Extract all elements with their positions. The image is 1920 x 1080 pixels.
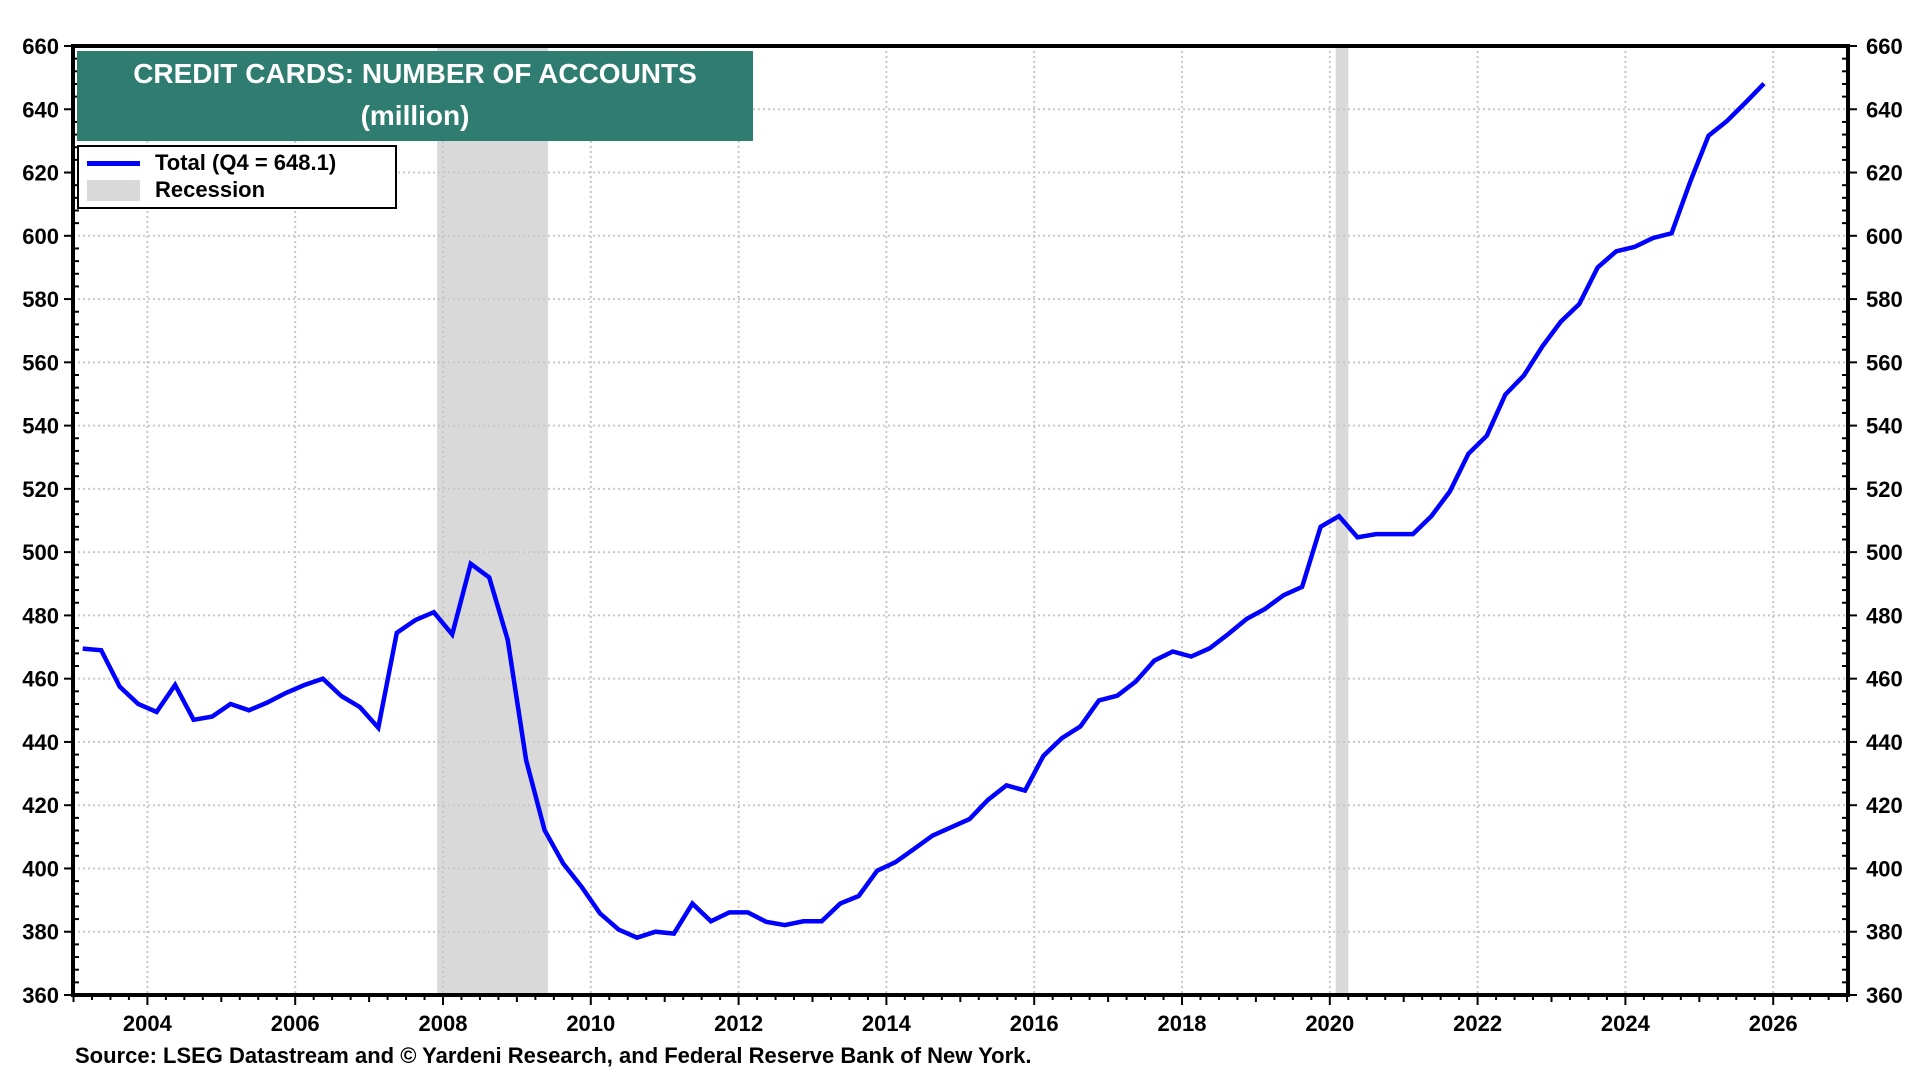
series-total-line bbox=[82, 82, 1766, 941]
y-tick-label-left: 380 bbox=[22, 920, 59, 945]
y-tick-label-right: 480 bbox=[1866, 603, 1903, 628]
y-tick-label-right: 500 bbox=[1866, 540, 1903, 565]
chart-title: CREDIT CARDS: NUMBER OF ACCOUNTS bbox=[133, 58, 697, 89]
y-tick-label-left: 520 bbox=[22, 477, 59, 502]
y-tick-label-left: 400 bbox=[22, 856, 59, 881]
x-axis-labels: 2004 2006 2008 2010 2012 2014 2016 2018 2020 2022… bbox=[123, 1011, 1798, 1036]
y-tick-label-right: 640 bbox=[1866, 97, 1903, 122]
chart-title-banner: CREDIT CARDS: NUMBER OF ACCOUNTS (millio… bbox=[77, 51, 753, 141]
y-tick-label-right: 600 bbox=[1866, 224, 1903, 249]
source-footnote: Source: LSEG Datastream and © Yardeni Re… bbox=[75, 1043, 1032, 1068]
y-tick-label-left: 640 bbox=[22, 97, 59, 122]
gridlines bbox=[73, 46, 1848, 995]
y-tick-label-right: 460 bbox=[1866, 667, 1903, 692]
y-tick-label-left: 540 bbox=[22, 414, 59, 439]
legend-recession-swatch-icon bbox=[87, 179, 140, 201]
y-tick-label-left: 500 bbox=[22, 540, 59, 565]
series-line bbox=[82, 82, 1766, 941]
y-axis-right-labels: 360 380 400 420 440 460 480 500 520 540 560 580 600 6… bbox=[1866, 34, 1903, 1008]
legend-label-total: Total (Q4 = 648.1) bbox=[155, 150, 337, 175]
y-axis-left-labels: 360 380 400 420 440 460 480 500 520 540 560 580 600 6… bbox=[22, 34, 59, 1008]
recession-bands bbox=[437, 46, 1349, 995]
x-tick-label: 2024 bbox=[1601, 1011, 1651, 1036]
x-tick-label: 2008 bbox=[419, 1011, 468, 1036]
x-tick-label: 2026 bbox=[1749, 1011, 1798, 1036]
y-tick-label-left: 480 bbox=[22, 603, 59, 628]
y-tick-label-left: 460 bbox=[22, 667, 59, 692]
legend-label-recession: Recession bbox=[155, 177, 266, 202]
y-tick-label-right: 520 bbox=[1866, 477, 1903, 502]
y-tick-label-right: 360 bbox=[1866, 983, 1903, 1008]
y-tick-label-left: 580 bbox=[22, 287, 59, 312]
y-tick-label-right: 580 bbox=[1866, 287, 1903, 312]
x-tick-label: 2010 bbox=[566, 1011, 615, 1036]
y-tick-label-right: 660 bbox=[1866, 34, 1903, 59]
y-tick-label-right: 540 bbox=[1866, 414, 1903, 439]
x-tick-label: 2020 bbox=[1305, 1011, 1354, 1036]
legend-line-swatch-icon bbox=[87, 160, 140, 166]
y-tick-label-right: 380 bbox=[1866, 920, 1903, 945]
x-tick-label: 2022 bbox=[1453, 1011, 1502, 1036]
y-tick-label-right: 420 bbox=[1866, 793, 1903, 818]
y-tick-label-right: 400 bbox=[1866, 856, 1903, 881]
x-tick-label: 2006 bbox=[271, 1011, 320, 1036]
y-tick-label-left: 360 bbox=[22, 983, 59, 1008]
y-tick-label-right: 620 bbox=[1866, 161, 1903, 186]
legend-item-recession: Recession bbox=[87, 177, 265, 203]
x-tick-label: 2014 bbox=[862, 1011, 912, 1036]
y-tick-label-left: 560 bbox=[22, 350, 59, 375]
y-tick-label-left: 620 bbox=[22, 161, 59, 186]
y-tick-label-right: 560 bbox=[1866, 350, 1903, 375]
x-tick-label: 2018 bbox=[1158, 1011, 1207, 1036]
y-tick-label-left: 440 bbox=[22, 730, 59, 755]
y-tick-label-left: 600 bbox=[22, 224, 59, 249]
y-tick-label-left: 660 bbox=[22, 34, 59, 59]
y-tick-label-left: 420 bbox=[22, 793, 59, 818]
y-tick-label-right: 440 bbox=[1866, 730, 1903, 755]
chart-subtitle-units: (million) bbox=[360, 100, 470, 131]
x-tick-label: 2012 bbox=[714, 1011, 763, 1036]
chart-legend: Total (Q4 = 648.1) Recession bbox=[77, 145, 397, 209]
legend-item-total: Total (Q4 = 648.1) bbox=[87, 150, 336, 176]
x-tick-label: 2016 bbox=[1010, 1011, 1059, 1036]
x-tick-label: 2004 bbox=[123, 1011, 173, 1036]
recession-band bbox=[437, 46, 548, 995]
